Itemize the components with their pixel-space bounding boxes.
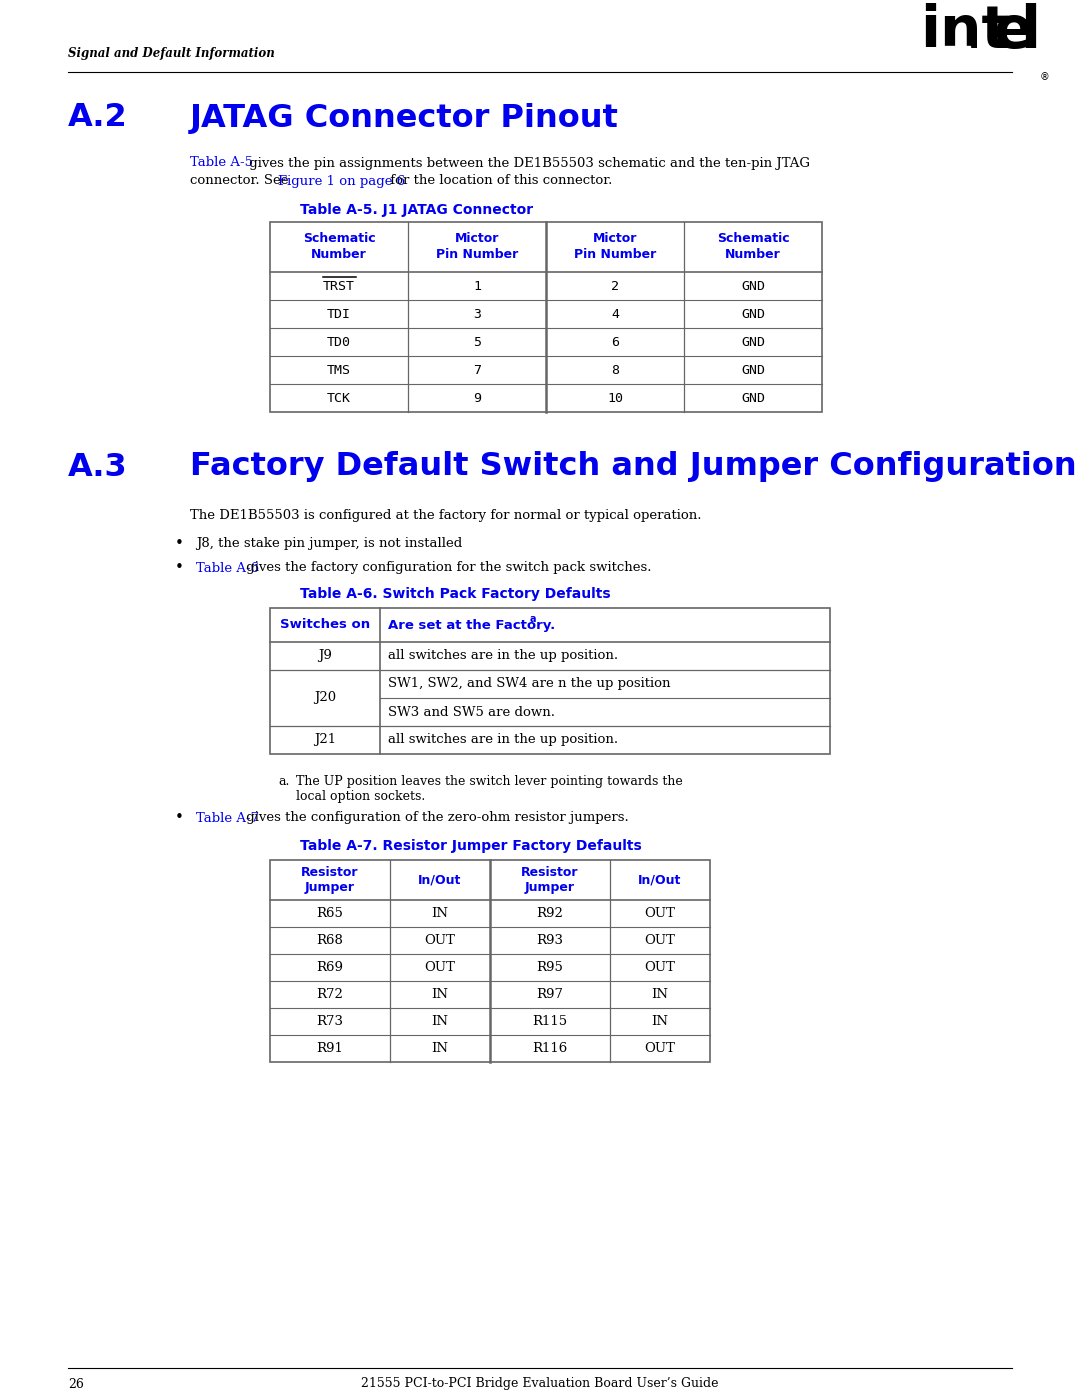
Text: Factory Default Switch and Jumper Configuration: Factory Default Switch and Jumper Config…: [190, 451, 1077, 482]
Text: •: •: [175, 810, 184, 826]
Text: Signal and Default Information: Signal and Default Information: [68, 47, 274, 60]
Text: 7: 7: [473, 363, 481, 377]
Text: Table A-5. J1 JATAG Connector: Table A-5. J1 JATAG Connector: [300, 203, 534, 217]
Text: Schematic
Number: Schematic Number: [717, 232, 789, 261]
Text: •: •: [175, 535, 184, 550]
Text: R65: R65: [316, 907, 343, 921]
Text: OUT: OUT: [424, 961, 456, 974]
Text: 9: 9: [473, 391, 481, 405]
Text: OUT: OUT: [645, 935, 675, 947]
Text: a: a: [530, 615, 537, 624]
Text: TMS: TMS: [327, 363, 351, 377]
Text: Table A-6: Table A-6: [195, 562, 259, 574]
Text: 3: 3: [473, 307, 481, 320]
Text: all switches are in the up position.: all switches are in the up position.: [388, 650, 618, 662]
Text: gives the factory configuration for the switch pack switches.: gives the factory configuration for the …: [242, 562, 651, 574]
Bar: [270, 608, 831, 754]
Text: J9: J9: [319, 650, 332, 662]
Text: The UP position leaves the switch lever pointing towards the: The UP position leaves the switch lever …: [296, 775, 683, 788]
Text: a.: a.: [278, 775, 289, 788]
Text: e: e: [994, 3, 1034, 60]
Text: 6: 6: [611, 335, 619, 348]
Text: ®: ®: [1040, 73, 1050, 82]
Text: In/Out: In/Out: [418, 873, 461, 887]
Text: all switches are in the up position.: all switches are in the up position.: [388, 733, 618, 746]
Text: •: •: [175, 560, 184, 576]
Text: IN: IN: [651, 988, 669, 1002]
Text: IN: IN: [651, 1016, 669, 1028]
Text: R115: R115: [532, 1016, 568, 1028]
Text: int: int: [920, 3, 1010, 60]
Text: Schematic
Number: Schematic Number: [302, 232, 376, 261]
Text: Resistor
Jumper: Resistor Jumper: [522, 866, 579, 894]
Text: 4: 4: [611, 307, 619, 320]
Bar: [270, 861, 710, 1062]
Text: OUT: OUT: [645, 961, 675, 974]
Text: Table A-6. Switch Pack Factory Defaults: Table A-6. Switch Pack Factory Defaults: [300, 587, 610, 601]
Text: gives the configuration of the zero-ohm resistor jumpers.: gives the configuration of the zero-ohm …: [242, 812, 629, 824]
Text: OUT: OUT: [645, 1042, 675, 1055]
Text: R69: R69: [316, 961, 343, 974]
Text: IN: IN: [432, 907, 448, 921]
Text: 10: 10: [607, 391, 623, 405]
Text: J20: J20: [314, 692, 336, 704]
Text: JATAG Connector Pinout: JATAG Connector Pinout: [190, 102, 619, 134]
Text: A.2: A.2: [68, 102, 127, 134]
Text: GND: GND: [741, 335, 765, 348]
Text: IN: IN: [432, 1042, 448, 1055]
Text: 5: 5: [473, 335, 481, 348]
Text: 26: 26: [68, 1377, 84, 1390]
Text: SW1, SW2, and SW4 are n the up position: SW1, SW2, and SW4 are n the up position: [388, 678, 671, 690]
Text: R93: R93: [537, 935, 564, 947]
Text: GND: GND: [741, 391, 765, 405]
Text: TDI: TDI: [327, 307, 351, 320]
Text: Are set at the Factory.: Are set at the Factory.: [388, 619, 555, 631]
Text: J8, the stake pin jumper, is not installed: J8, the stake pin jumper, is not install…: [195, 536, 462, 549]
Text: R92: R92: [537, 907, 564, 921]
Text: R91: R91: [316, 1042, 343, 1055]
Text: A.3: A.3: [68, 451, 127, 482]
Text: IN: IN: [432, 988, 448, 1002]
Text: Switches on: Switches on: [280, 619, 370, 631]
Text: 1: 1: [473, 279, 481, 292]
Text: Table A-5: Table A-5: [190, 156, 253, 169]
Text: R68: R68: [316, 935, 343, 947]
Text: IN: IN: [432, 1016, 448, 1028]
Text: gives the pin assignments between the DE1B55503 schematic and the ten-pin JTAG: gives the pin assignments between the DE…: [245, 156, 810, 169]
Text: SW3 and SW5 are down.: SW3 and SW5 are down.: [388, 705, 555, 718]
Text: OUT: OUT: [424, 935, 456, 947]
Text: TRST: TRST: [323, 279, 355, 292]
Text: TD0: TD0: [327, 335, 351, 348]
Text: Mictor
Pin Number: Mictor Pin Number: [436, 232, 518, 261]
Text: 8: 8: [611, 363, 619, 377]
Text: l: l: [1020, 3, 1040, 60]
Text: R116: R116: [532, 1042, 568, 1055]
Text: Table A-7. Resistor Jumper Factory Defaults: Table A-7. Resistor Jumper Factory Defau…: [300, 840, 642, 854]
Text: GND: GND: [741, 363, 765, 377]
Text: J21: J21: [314, 733, 336, 746]
Text: R72: R72: [316, 988, 343, 1002]
Text: 2: 2: [611, 279, 619, 292]
Text: for the location of this connector.: for the location of this connector.: [386, 175, 612, 187]
Bar: [942, 46, 970, 52]
Bar: [270, 222, 822, 412]
Text: The DE1B55503 is configured at the factory for normal or typical operation.: The DE1B55503 is configured at the facto…: [190, 509, 702, 521]
Text: OUT: OUT: [645, 907, 675, 921]
Text: In/Out: In/Out: [638, 873, 681, 887]
Text: Figure 1 on page 6: Figure 1 on page 6: [278, 175, 405, 187]
Text: GND: GND: [741, 279, 765, 292]
Text: R73: R73: [316, 1016, 343, 1028]
Text: R97: R97: [537, 988, 564, 1002]
Text: local option sockets.: local option sockets.: [296, 789, 426, 803]
Text: Table A-7: Table A-7: [195, 812, 259, 824]
Text: GND: GND: [741, 307, 765, 320]
Text: R95: R95: [537, 961, 564, 974]
Text: TCK: TCK: [327, 391, 351, 405]
Text: connector. See: connector. See: [190, 175, 293, 187]
Text: Mictor
Pin Number: Mictor Pin Number: [573, 232, 657, 261]
Text: 21555 PCI-to-PCI Bridge Evaluation Board User’s Guide: 21555 PCI-to-PCI Bridge Evaluation Board…: [361, 1377, 719, 1390]
Text: Resistor
Jumper: Resistor Jumper: [301, 866, 359, 894]
